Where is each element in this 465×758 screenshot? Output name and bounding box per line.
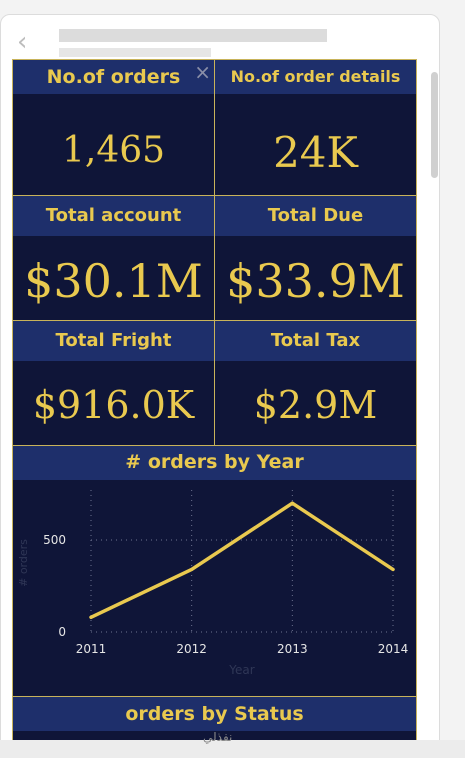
kpi-card-total-tax[interactable]: Total Tax $2.9M [214, 320, 417, 446]
line-chart-card[interactable]: # orders by Year 0 500 2011 2012 2013 2014 Yea… [12, 445, 417, 697]
kpi-title: Total account [13, 196, 214, 236]
data-point [290, 501, 294, 505]
series-line [89, 501, 395, 620]
kpi-title: Total Fright [13, 321, 214, 361]
kpi-card-total-fright[interactable]: Total Fright $916.0K [12, 320, 215, 446]
vertical-scrollbar[interactable] [430, 72, 439, 742]
kpi-value: $916.0K [32, 383, 195, 427]
y-axis-label: # orders [17, 539, 30, 587]
kpi-card-total-due[interactable]: Total Due $33.9M [214, 195, 417, 321]
status-chart-title: orders by Status [13, 697, 416, 731]
kpi-title: Total Due [215, 196, 416, 236]
x-axis-label: Year [228, 663, 254, 677]
kpi-card-orders[interactable]: No.of orders × 1,465 [12, 59, 215, 196]
watermark: نفذلي [203, 730, 233, 744]
app-header: ‹ [1, 15, 439, 73]
kpi-value: $33.9M [226, 254, 405, 308]
x-tick-label: 2013 [277, 642, 308, 656]
back-arrow-icon[interactable]: ‹ [17, 27, 28, 57]
data-point [89, 615, 93, 619]
x-tick-label: 2012 [176, 642, 207, 656]
kpi-value: $2.9M [253, 383, 378, 427]
close-icon[interactable]: × [194, 60, 211, 84]
x-tick-label: 2011 [76, 642, 107, 656]
kpi-card-total-account[interactable]: Total account $30.1M [12, 195, 215, 321]
title-placeholder [59, 29, 327, 42]
x-tick-label: 2014 [378, 642, 409, 656]
data-point [391, 567, 395, 571]
subtitle-placeholder [59, 48, 211, 57]
kpi-value: 24K [273, 128, 358, 177]
y-tick-label: 500 [43, 533, 66, 547]
kpi-value: $30.1M [24, 254, 203, 308]
kpi-card-order-details[interactable]: No.of order details 24K [214, 59, 417, 196]
bottom-bar [0, 740, 465, 758]
chart-title: # orders by Year [13, 446, 416, 480]
data-point [190, 567, 194, 571]
orders-by-year-chart: 0 500 2011 2012 2013 2014 Year # orders [17, 490, 409, 677]
scrollbar-thumb[interactable] [431, 72, 438, 178]
y-tick-label: 0 [58, 625, 66, 639]
kpi-title: No.of orders [13, 60, 214, 94]
kpi-value: 1,465 [61, 130, 166, 171]
kpi-title: No.of order details [215, 60, 416, 94]
kpi-title: Total Tax [215, 321, 416, 361]
report-canvas: No.of orders × 1,465 No.of order details… [12, 59, 417, 749]
